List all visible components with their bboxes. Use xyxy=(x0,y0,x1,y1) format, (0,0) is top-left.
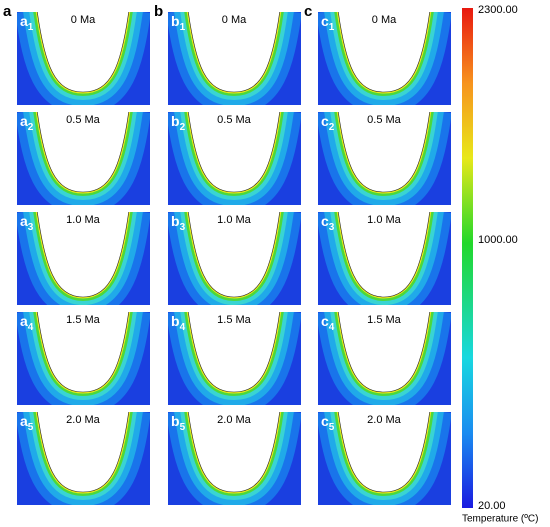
time-label: 2.0 Ma xyxy=(66,414,101,426)
panel xyxy=(17,312,150,405)
cavity xyxy=(36,312,130,393)
panel-letter: a xyxy=(20,313,28,329)
panel-letter: b xyxy=(171,113,180,129)
panel xyxy=(318,112,451,205)
panel-letter: c xyxy=(321,313,329,329)
panel xyxy=(318,12,451,105)
panel-label: c3 xyxy=(321,213,335,233)
panel-index: 3 xyxy=(28,222,34,233)
panel-label: c1 xyxy=(321,13,335,33)
panel-index: 4 xyxy=(28,322,34,333)
panel xyxy=(318,412,451,505)
panel-letter: c xyxy=(321,213,329,229)
panel-letter: b xyxy=(171,213,180,229)
time-label: 2.0 Ma xyxy=(367,414,402,426)
panel-letter: a xyxy=(20,13,28,29)
panel-letter: b xyxy=(171,413,180,429)
panel-index: 4 xyxy=(180,322,186,333)
panel-index: 2 xyxy=(329,122,335,133)
time-label: 2.0 Ma xyxy=(217,414,252,426)
cavity xyxy=(337,12,431,93)
cavity xyxy=(187,212,281,298)
time-label: 0 Ma xyxy=(222,14,247,26)
cavity xyxy=(36,412,130,493)
panel-letter: c xyxy=(321,413,329,429)
time-label: 1.0 Ma xyxy=(367,214,402,226)
column-label: a xyxy=(3,3,12,20)
colorbar-title: Temperature (ºC) xyxy=(462,514,538,525)
time-label: 0 Ma xyxy=(71,14,96,26)
panel xyxy=(168,312,301,405)
panel-index: 5 xyxy=(329,422,335,433)
colorbar-min: 20.00 xyxy=(478,500,506,512)
cavity xyxy=(337,212,431,298)
panel xyxy=(17,12,150,105)
colorbar-max: 2300.00 xyxy=(478,4,518,16)
panel xyxy=(168,112,301,205)
panel-label: b1 xyxy=(171,13,186,33)
cavity xyxy=(187,312,281,393)
time-label: 0.5 Ma xyxy=(367,114,402,126)
panel xyxy=(168,412,301,505)
panel-label: a4 xyxy=(20,313,34,333)
panel-index: 2 xyxy=(180,122,186,133)
panel-label: b3 xyxy=(171,213,186,233)
panel-label: a1 xyxy=(20,13,34,33)
panel-label: b5 xyxy=(171,413,186,433)
panel xyxy=(168,12,301,105)
panel xyxy=(318,212,451,305)
panel xyxy=(17,112,150,205)
time-label: 0.5 Ma xyxy=(217,114,252,126)
panel-label: c4 xyxy=(321,313,335,333)
panel-label: c5 xyxy=(321,413,335,433)
colorbar xyxy=(462,8,473,508)
time-label: 0.5 Ma xyxy=(66,114,101,126)
cavity xyxy=(36,12,130,93)
column-label: c xyxy=(304,3,312,20)
panel-letter: a xyxy=(20,113,28,129)
panel-letter: b xyxy=(171,13,180,29)
cavity xyxy=(36,212,130,298)
colorbar-mid: 1000.00 xyxy=(478,234,518,246)
cavity xyxy=(337,412,431,493)
cavity xyxy=(36,112,130,193)
panel-index: 1 xyxy=(28,22,34,33)
cavity xyxy=(187,112,281,193)
panel-letter: b xyxy=(171,313,180,329)
panel-label: a5 xyxy=(20,413,34,433)
panel-index: 4 xyxy=(329,322,335,333)
panel-label: a2 xyxy=(20,113,34,133)
column-label: b xyxy=(154,3,163,20)
panel-index: 3 xyxy=(180,222,186,233)
panel-letter: c xyxy=(321,13,329,29)
panel-index: 1 xyxy=(329,22,335,33)
cavity xyxy=(187,12,281,93)
panel xyxy=(168,212,301,305)
panel xyxy=(17,412,150,505)
panel-label: c2 xyxy=(321,113,335,133)
panel-letter: a xyxy=(20,213,28,229)
panel-label: b4 xyxy=(171,313,186,333)
cavity xyxy=(187,412,281,493)
time-label: 1.5 Ma xyxy=(217,314,252,326)
panel xyxy=(17,212,150,305)
panel-index: 5 xyxy=(28,422,34,433)
panel xyxy=(318,312,451,405)
cavity xyxy=(337,112,431,193)
time-label: 1.0 Ma xyxy=(217,214,252,226)
time-label: 1.5 Ma xyxy=(66,314,101,326)
time-label: 1.5 Ma xyxy=(367,314,402,326)
panel-index: 3 xyxy=(329,222,335,233)
panel-label: a3 xyxy=(20,213,34,233)
cavity xyxy=(337,312,431,393)
time-label: 1.0 Ma xyxy=(66,214,101,226)
panel-index: 2 xyxy=(28,122,34,133)
panel-index: 5 xyxy=(180,422,186,433)
time-label: 0 Ma xyxy=(372,14,397,26)
panel-label: b2 xyxy=(171,113,186,133)
panel-index: 1 xyxy=(180,22,186,33)
panel-letter: c xyxy=(321,113,329,129)
panel-letter: a xyxy=(20,413,28,429)
